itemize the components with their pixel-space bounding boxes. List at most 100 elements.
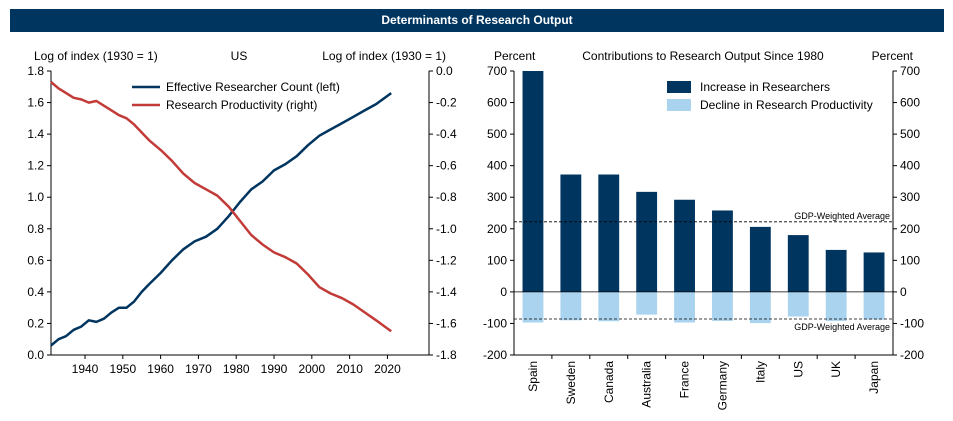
left-chart-right-ytick-label: -1.2 (436, 253, 457, 267)
left-chart-ytick-label: 1.6 (27, 96, 44, 110)
right-chart-right-ytick-label: 400 (900, 159, 920, 173)
left-chart-ytick-label: 0.4 (27, 285, 44, 299)
legend-label-increase: Increase in Researchers (700, 80, 830, 94)
left-chart-xtick-label: 2020 (374, 362, 401, 376)
category-label-japan: Japan (867, 361, 881, 394)
left-chart-xtick-label: 1960 (147, 362, 174, 376)
right-chart-ytick-label: 300 (487, 190, 507, 204)
reference-label-gdp-weighted-average: GDP-Weighted Average (794, 211, 890, 221)
left-chart-right-axis-label: Log of index (1930 = 1) (322, 49, 446, 63)
bar-increase-sweden (560, 174, 582, 292)
left-chart-right-ytick-label: -0.6 (436, 159, 457, 173)
left-chart-ytick-label: 1.4 (27, 127, 44, 141)
left-chart-xtick-label: 2010 (336, 362, 363, 376)
bar-decline-canada (598, 291, 620, 322)
category-label-us: US (791, 361, 805, 378)
right-chart-right-ytick-label: -100 (900, 316, 924, 330)
left-chart-right-ytick-label: -1.8 (436, 348, 457, 362)
right-chart-legend: Increase in Researchers Decline in Resea… (667, 80, 873, 112)
left-chart-ytick-label: 0.0 (27, 348, 44, 362)
bar-increase-spain (522, 71, 544, 292)
right-chart-ytick-label: 500 (487, 127, 507, 141)
bar-increase-us (787, 235, 809, 292)
right-chart-right-ytick-label: -200 (900, 348, 924, 362)
category-label-uk: UK (829, 361, 843, 378)
left-chart-right-ytick-label: 0.0 (436, 64, 453, 78)
bar-decline-uk (825, 291, 847, 321)
category-label-sweden: Sweden (564, 361, 578, 404)
bar-decline-italy (749, 291, 771, 324)
right-chart-right-ytick-label: 700 (900, 64, 920, 78)
right-chart-ytick-label: 200 (487, 222, 507, 236)
right-chart-right-ytick-label: 0 (900, 285, 907, 299)
left-chart-title: US (231, 49, 248, 63)
category-label-france: France (678, 361, 692, 399)
category-label-australia: Australia (640, 361, 654, 408)
bar-increase-japan (863, 252, 885, 292)
right-chart-right-axis-label: Percent (872, 49, 914, 63)
left-chart-ytick-label: 1.8 (27, 64, 44, 78)
right-chart-right-ytick-label: 100 (900, 253, 920, 267)
left-chart-xtick-label: 1980 (223, 362, 250, 376)
right-chart-ytick-label: 700 (487, 64, 507, 78)
bar-increase-france (674, 199, 695, 292)
right-chart-title: Contributions to Research Output Since 1… (582, 49, 824, 63)
right-chart-ytick-label: -100 (483, 316, 507, 330)
left-chart-ytick-label: 0.8 (27, 222, 44, 236)
bar-decline-spain (522, 291, 544, 323)
left-chart-ytick-label: 1.0 (27, 190, 44, 204)
legend-label-decline: Decline in Research Productivity (700, 98, 873, 112)
legend-label-researchers: Effective Researcher Count (left) (166, 80, 340, 94)
bar-decline-japan (863, 291, 885, 320)
bar-increase-uk (825, 249, 847, 292)
right-chart-left-axis-label: Percent (494, 49, 536, 63)
right-chart-right-ytick-label: 200 (900, 222, 920, 236)
left-chart-xtick-label: 1990 (261, 362, 288, 376)
right-chart-ytick-label: 0 (500, 285, 507, 299)
bar-increase-australia (636, 191, 658, 292)
category-label-spain: Spain (526, 361, 540, 392)
bar-decline-sweden (560, 291, 582, 321)
bar-decline-france (674, 291, 695, 323)
right-chart-ytick-label: -200 (483, 348, 507, 362)
banner-title: Determinants of Research Output (10, 9, 944, 32)
right-chart-right-ytick-label: 600 (900, 96, 920, 110)
bar-decline-germany (712, 291, 733, 321)
left-chart-ytick-label: 0.2 (27, 316, 44, 330)
reference-label-gdp-weighted-average: GDP-Weighted Average (794, 322, 890, 332)
right-chart-ytick-label: 100 (487, 253, 507, 267)
left-chart-right-ytick-label: -0.4 (436, 127, 457, 141)
left-chart-xtick-label: 1940 (72, 362, 99, 376)
left-chart-ytick-label: 1.2 (27, 159, 44, 173)
category-label-canada: Canada (602, 361, 616, 403)
bar-decline-us (787, 291, 809, 317)
bar-increase-germany (712, 210, 733, 292)
bar-increase-canada (598, 174, 620, 292)
legend-label-productivity: Research Productivity (right) (166, 98, 317, 112)
left-chart-right-ytick-label: -1.6 (436, 316, 457, 330)
right-chart-right-ytick-label: 300 (900, 190, 920, 204)
left-chart-xtick-label: 1950 (109, 362, 136, 376)
left-chart-right-ytick-label: -1.0 (436, 222, 457, 236)
legend-swatch-increase (667, 81, 691, 93)
series-line-researchers (50, 92, 392, 347)
right-chart-ytick-label: 600 (487, 96, 507, 110)
right-chart-ytick-label: 400 (487, 159, 507, 173)
bar-increase-italy (749, 226, 771, 292)
left-chart-xtick-label: 2000 (298, 362, 325, 376)
left-chart-xtick-label: 1970 (185, 362, 212, 376)
category-label-germany: Germany (715, 361, 729, 410)
left-chart-left-axis-label: Log of index (1930 = 1) (34, 49, 158, 63)
left-chart-right-ytick-label: -0.8 (436, 190, 457, 204)
category-label-italy: Italy (753, 361, 767, 383)
left-chart-legend: Effective Researcher Count (left) Resear… (132, 80, 340, 112)
left-chart-right-ytick-label: -1.4 (436, 285, 457, 299)
left-chart-right-ytick-label: -0.2 (436, 96, 457, 110)
bar-decline-australia (636, 291, 658, 315)
series-line-productivity (50, 81, 392, 333)
left-chart-axes (50, 71, 430, 356)
left-chart-ytick-label: 0.6 (27, 253, 44, 267)
right-chart-right-ytick-label: 500 (900, 127, 920, 141)
legend-swatch-decline (667, 99, 691, 111)
